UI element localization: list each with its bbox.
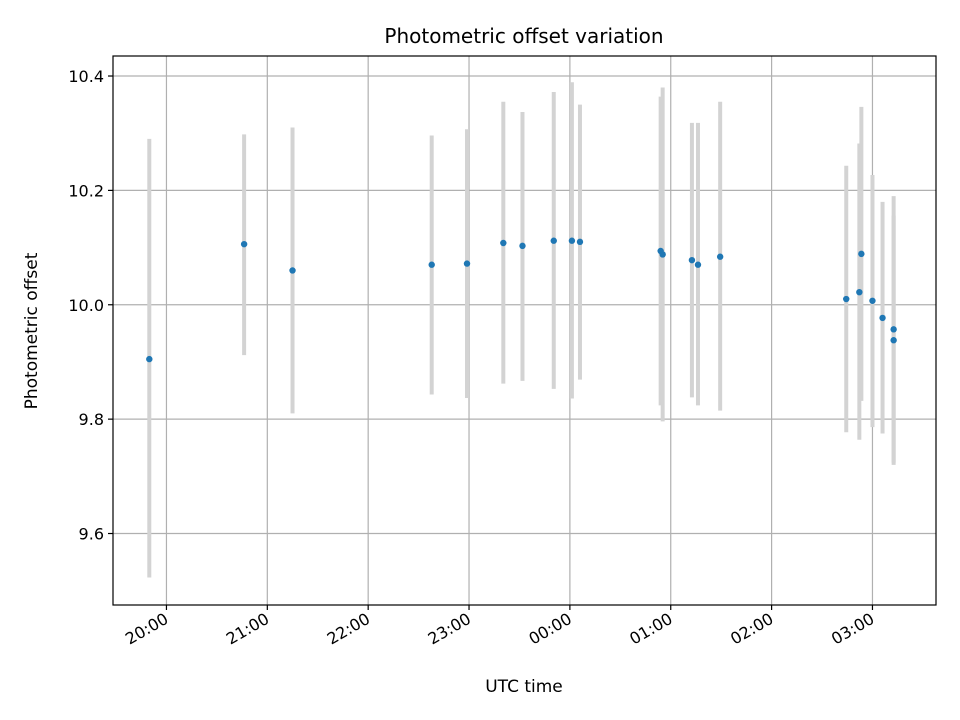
data-point bbox=[890, 337, 897, 344]
y-tick-label: 9.6 bbox=[79, 525, 104, 544]
data-point bbox=[500, 239, 507, 247]
data-point bbox=[890, 326, 897, 333]
data-point bbox=[858, 250, 865, 258]
data-point bbox=[716, 253, 724, 260]
y-tick-label: 10.0 bbox=[68, 296, 104, 315]
data-point bbox=[659, 251, 666, 258]
y-tick-label: 9.8 bbox=[79, 410, 104, 429]
data-point bbox=[576, 238, 584, 246]
chart-title: Photometric offset variation bbox=[384, 24, 663, 48]
data-point bbox=[694, 261, 702, 268]
data-point bbox=[289, 267, 296, 274]
y-axis-label: Photometric offset bbox=[22, 252, 42, 409]
data-point bbox=[869, 297, 876, 304]
x-axis-label: UTC time bbox=[485, 677, 563, 697]
data-point bbox=[240, 240, 248, 248]
data-point bbox=[688, 256, 696, 264]
data-point bbox=[146, 355, 153, 363]
y-tick-label: 10.2 bbox=[68, 181, 104, 200]
y-tick-label: 10.4 bbox=[68, 67, 104, 86]
data-points bbox=[146, 237, 897, 363]
data-point bbox=[856, 288, 863, 296]
data-point bbox=[463, 260, 471, 267]
data-point bbox=[568, 237, 576, 244]
data-point bbox=[428, 261, 435, 268]
data-point bbox=[879, 314, 886, 322]
grid-lines bbox=[113, 56, 936, 605]
plot-frame bbox=[112, 55, 937, 606]
data-point bbox=[550, 237, 557, 244]
data-point bbox=[843, 295, 850, 303]
data-point bbox=[519, 242, 526, 250]
